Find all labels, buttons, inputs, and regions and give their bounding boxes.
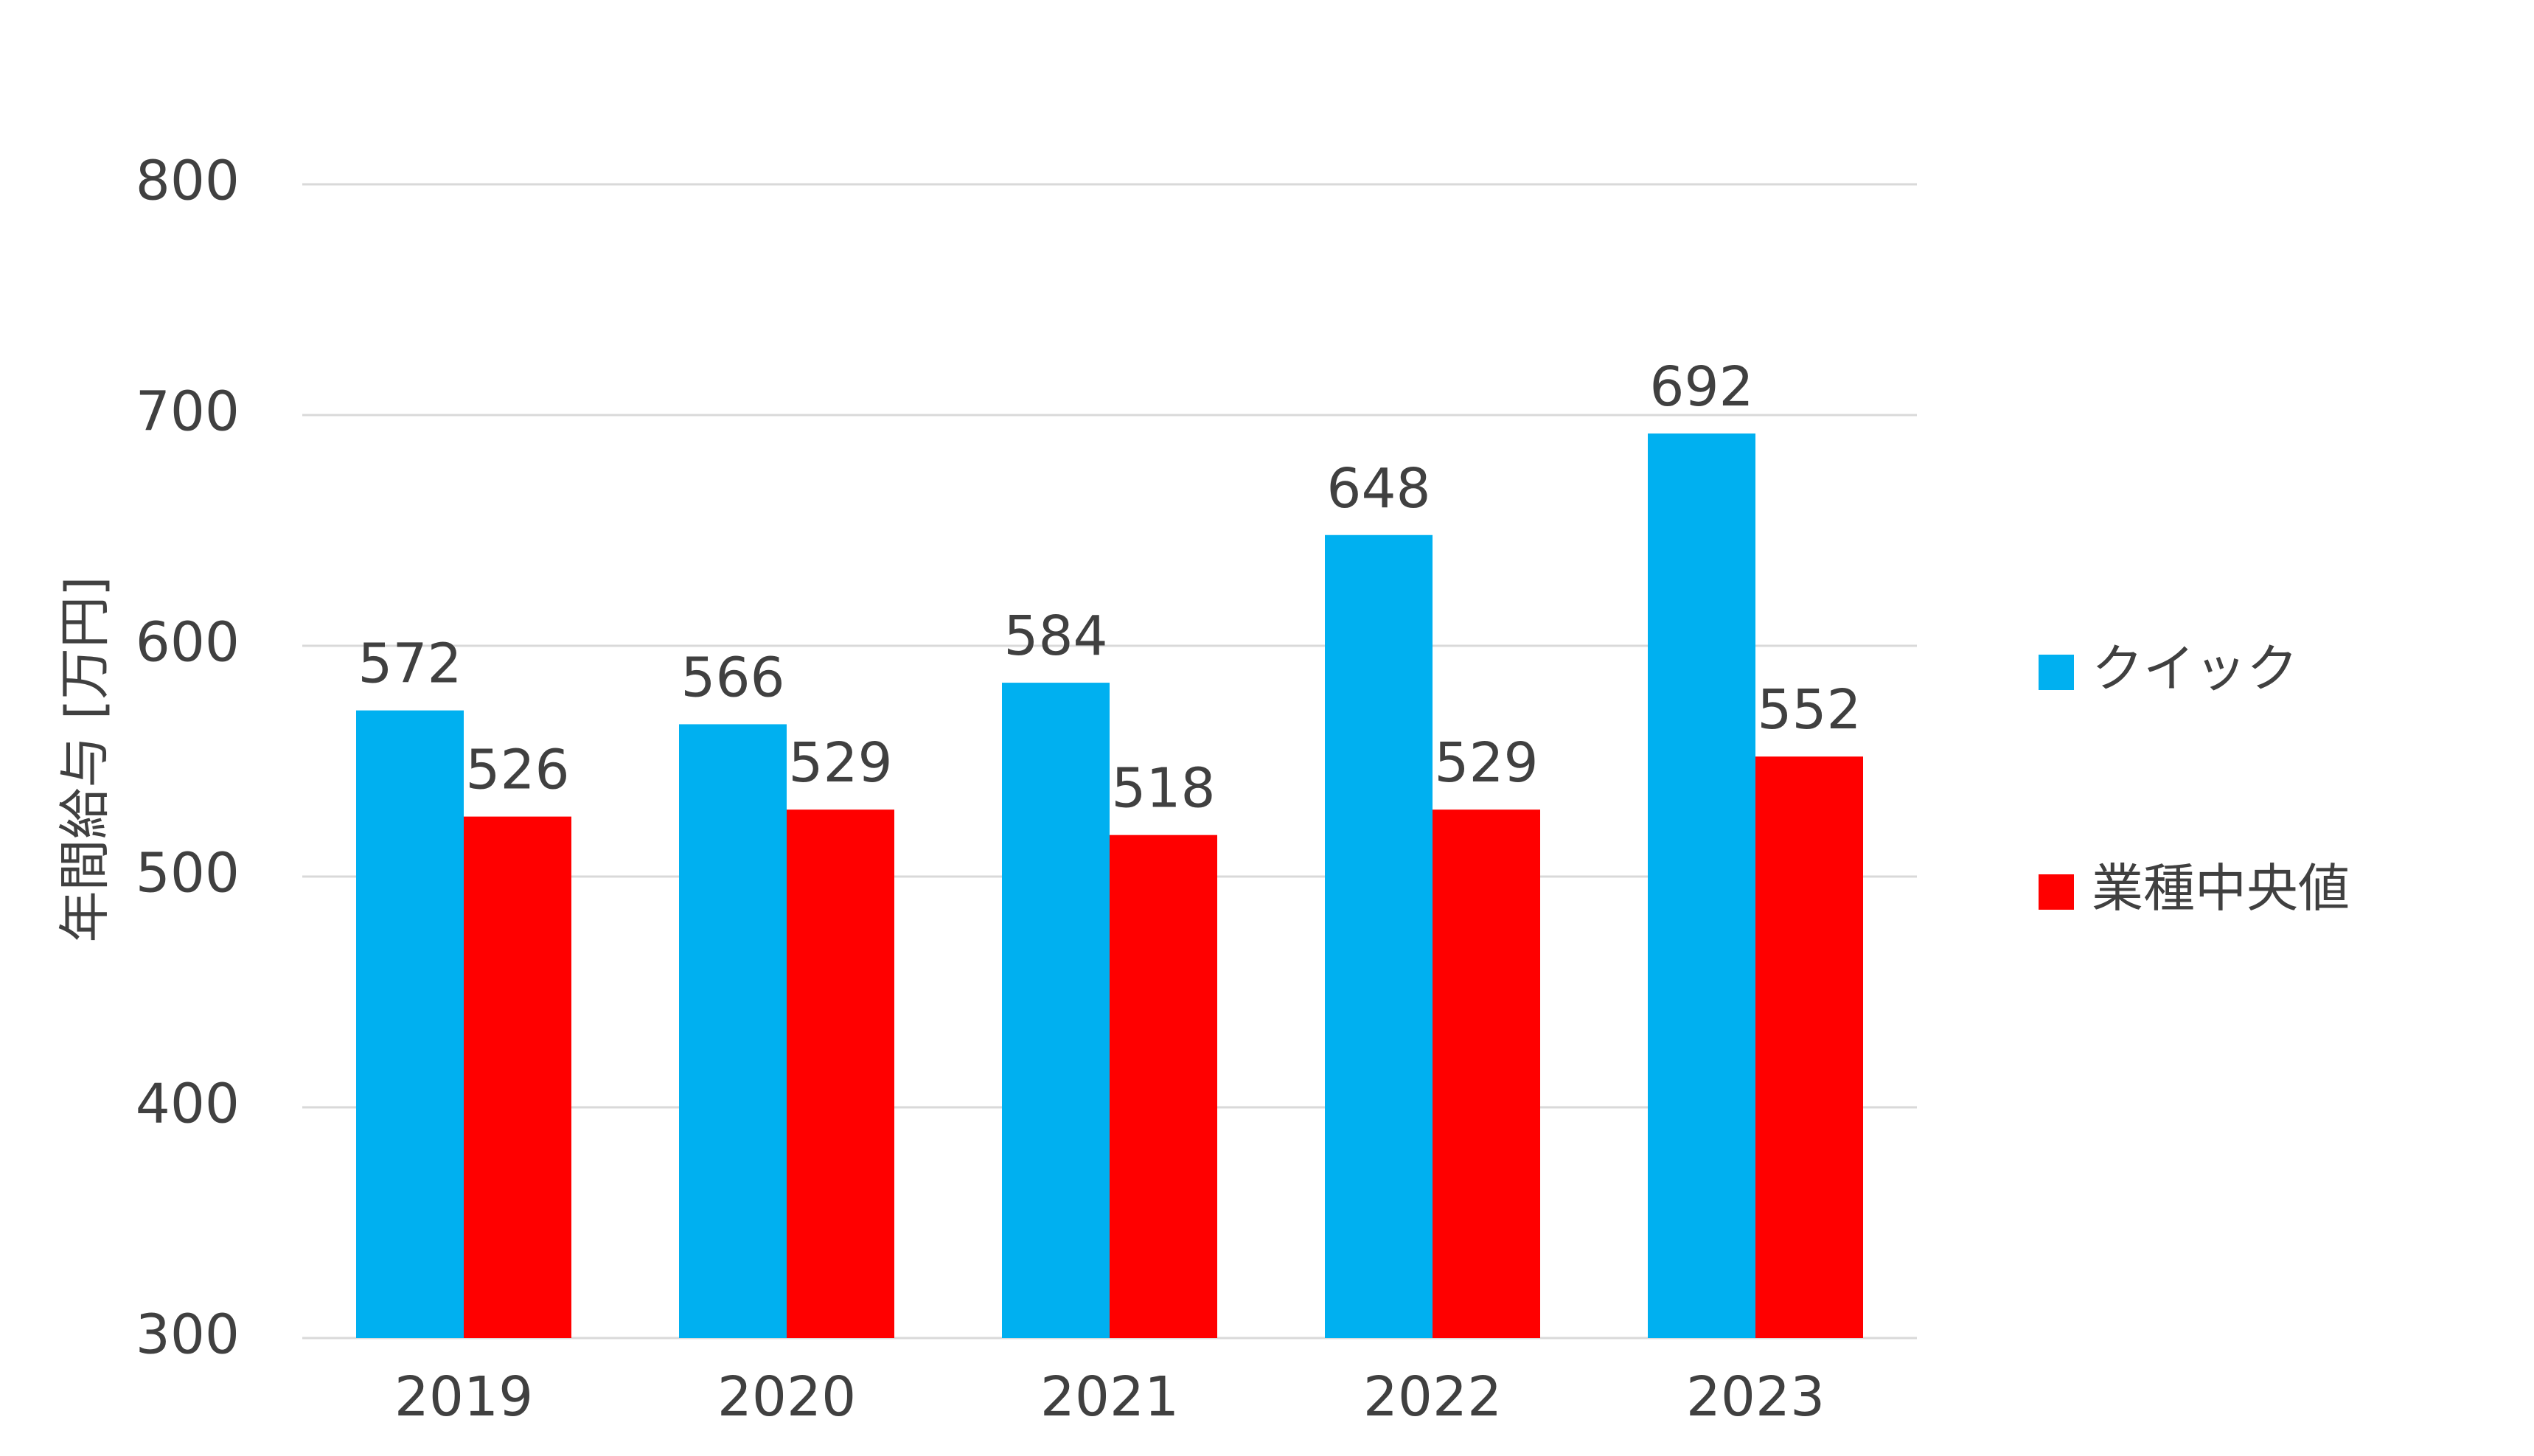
bar-quick-2020 — [679, 724, 787, 1338]
data-label: 518 — [1111, 757, 1215, 821]
bar-industry-median-2019 — [464, 816, 571, 1338]
bar-quick-2021 — [1002, 683, 1110, 1338]
data-label: 566 — [681, 646, 784, 709]
x-tick-label: 2019 — [394, 1365, 533, 1429]
bar-industry-median-2022 — [1433, 809, 1540, 1338]
y-tick-label: 300 — [136, 1303, 240, 1367]
data-label: 692 — [1649, 355, 1753, 419]
legend-swatch — [2039, 874, 2074, 910]
data-label: 552 — [1757, 678, 1861, 742]
bar-quick-2023 — [1648, 433, 1755, 1338]
x-tick-label: 2021 — [1040, 1365, 1179, 1429]
y-tick-label: 500 — [136, 842, 240, 905]
bars — [356, 433, 1863, 1338]
legend-label: クイック — [2092, 638, 2298, 699]
x-tick-label: 2023 — [1686, 1365, 1825, 1429]
x-tick-label: 2020 — [717, 1365, 856, 1429]
data-label: 529 — [788, 731, 892, 795]
y-tick-label: 700 — [136, 380, 240, 444]
x-tick-label: 2022 — [1363, 1365, 1502, 1429]
data-label: 648 — [1326, 457, 1430, 520]
y-tick-label: 800 — [136, 150, 240, 213]
bar-industry-median-2023 — [1755, 756, 1863, 1338]
x-axis-tick-labels: 2019 2020 2021 2022 2023 — [394, 1365, 1825, 1429]
y-tick-label: 600 — [136, 611, 240, 675]
bar-quick-2022 — [1325, 534, 1433, 1338]
legend-label: 業種中央値 — [2092, 858, 2350, 919]
bar-industry-median-2021 — [1110, 835, 1217, 1338]
bar-quick-2019 — [356, 710, 464, 1338]
data-label: 526 — [465, 739, 569, 802]
y-axis-title: 年間給与 [万円] — [55, 577, 115, 943]
y-axis-tick-labels: 300 400 500 600 700 800 — [136, 150, 240, 1367]
legend-swatch — [2039, 655, 2074, 690]
y-tick-label: 400 — [136, 1073, 240, 1136]
data-label: 529 — [1434, 731, 1538, 795]
data-label: 572 — [358, 633, 462, 696]
data-label: 584 — [1003, 605, 1107, 668]
bar-industry-median-2020 — [787, 809, 894, 1338]
